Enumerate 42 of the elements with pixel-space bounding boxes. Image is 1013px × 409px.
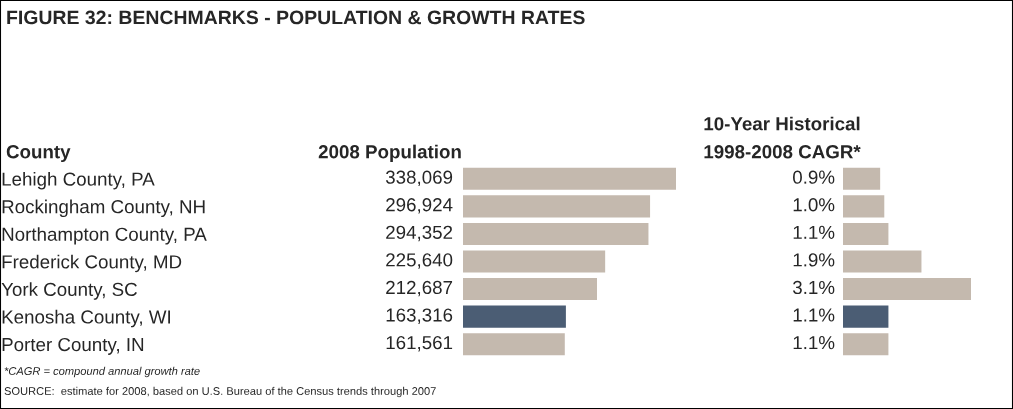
y-tick-label: Rockingham County, NH	[2, 199, 205, 218]
y-tick-label: Kenosha County, WI	[2, 309, 170, 328]
y-tick-label: York County, SC	[1, 282, 137, 300]
x-axis-title: 1998-2008 CAGR*	[704, 145, 861, 159]
data-label: 0.9%	[793, 170, 835, 184]
x-axis-title: 2008 Population	[318, 144, 461, 163]
bar	[843, 195, 885, 218]
data-label: 1.1%	[793, 225, 835, 239]
data-label: 225,640	[386, 253, 453, 269]
bar	[463, 167, 676, 190]
bar	[463, 250, 606, 273]
bar	[463, 305, 566, 328]
data-label: 338,069	[385, 170, 453, 187]
y-tick-label: Frederick County, MD	[2, 254, 182, 273]
data-label: 1.0%	[793, 198, 835, 212]
bar	[463, 222, 649, 245]
data-label: 1.1%	[793, 336, 835, 350]
bar	[463, 278, 597, 301]
chart-title: 10-Year Historical	[704, 116, 860, 131]
y-tick-label: Porter County, IN	[2, 337, 144, 355]
data-label: 1.1%	[793, 308, 835, 322]
data-label: 294,352	[386, 225, 453, 242]
bar	[843, 278, 971, 301]
bar	[843, 167, 881, 190]
y-axis-title: County	[6, 145, 71, 163]
data-label: 161,561	[386, 335, 453, 352]
text: *CAGR = compound annual growth rate	[4, 366, 200, 378]
y-tick-label: Lehigh County, PA	[2, 171, 155, 190]
data-label: 163,316	[386, 308, 453, 324]
source-note: SOURCE: estimate for 2008, based on U.S. Bureau of the Census trends through 2007	[4, 386, 436, 398]
data-label: 296,924	[386, 198, 453, 214]
data-label: 212,687	[386, 280, 453, 297]
y-tick-label: Northampton County, PA	[2, 227, 207, 245]
text: FIGURE 32: BENCHMARKS - POPULATION & GROWTH RATES	[7, 10, 585, 25]
bar	[843, 222, 889, 245]
bar	[463, 195, 651, 218]
data-label: 1.9%	[793, 253, 835, 267]
bar	[843, 305, 889, 328]
bar	[463, 333, 565, 356]
bar	[843, 333, 889, 356]
data-label: 3.1%	[792, 280, 835, 295]
bar	[843, 250, 922, 273]
